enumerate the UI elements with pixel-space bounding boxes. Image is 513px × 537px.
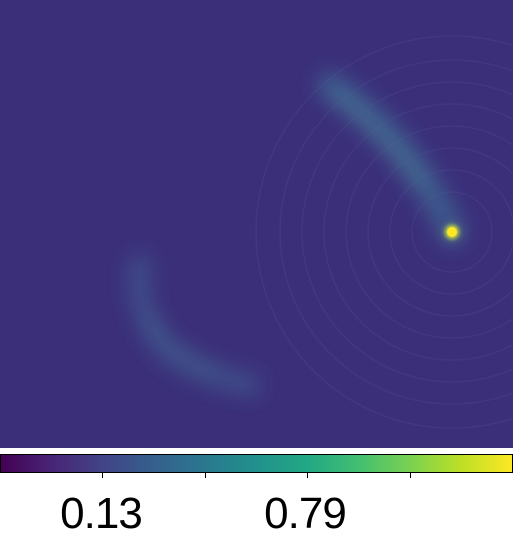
colorbar-tick: [307, 473, 308, 478]
colorbar: 0.13 0.79: [0, 454, 513, 536]
colorbar-tick-label: 0.79: [264, 489, 347, 537]
point-source: [445, 225, 459, 239]
colorbar-gradient: [0, 454, 513, 473]
colorbar-tick-label: 0.13: [60, 489, 143, 537]
colorbar-tick: [410, 473, 411, 478]
lower-arc-emission: [128, 254, 261, 396]
colorbar-tick: [205, 473, 206, 478]
colorbar-tick: [102, 473, 103, 478]
radio-image: [0, 0, 513, 448]
image-canvas: [0, 0, 513, 448]
ring-artifacts: [255, 35, 513, 429]
